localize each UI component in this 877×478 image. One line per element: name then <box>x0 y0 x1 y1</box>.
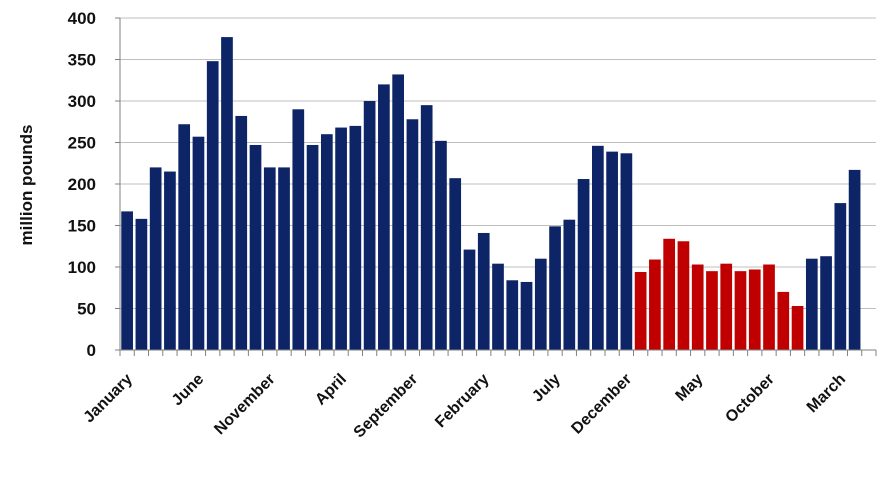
bar <box>335 127 347 350</box>
bar <box>620 153 633 350</box>
bar <box>378 84 390 351</box>
bar <box>192 136 205 350</box>
y-tick-label: 100 <box>68 258 96 277</box>
bar <box>663 238 676 350</box>
bar <box>534 258 547 350</box>
bar <box>506 280 519 350</box>
bar <box>420 105 433 351</box>
x-tick-label: December <box>568 371 635 438</box>
bar <box>748 269 761 350</box>
x-tick-label: May <box>672 371 706 405</box>
bar <box>292 109 305 350</box>
axes <box>115 17 877 356</box>
x-tick-label: November <box>211 371 278 438</box>
bar <box>834 203 847 350</box>
y-tick-label: 350 <box>68 51 96 70</box>
x-tick-label: June <box>169 371 207 409</box>
bar <box>520 281 533 350</box>
bar <box>592 145 604 350</box>
bar <box>577 179 590 350</box>
bar <box>720 263 733 350</box>
x-tick-label: October <box>722 371 777 426</box>
bar <box>206 61 219 350</box>
bar <box>820 256 832 350</box>
y-tick-label: 50 <box>77 300 96 319</box>
bar <box>164 171 176 350</box>
bar <box>649 259 661 350</box>
x-tick-label: January <box>81 371 136 426</box>
bar <box>791 306 804 350</box>
y-tick-label: 300 <box>68 92 96 111</box>
bar <box>449 178 462 350</box>
bar <box>235 115 248 350</box>
bar <box>249 144 262 350</box>
bar <box>763 264 775 350</box>
y-axis-label: million pounds <box>17 125 36 246</box>
bar <box>363 101 376 350</box>
bar <box>278 167 290 350</box>
bar <box>406 119 419 350</box>
bar <box>848 169 861 350</box>
bar <box>178 124 191 351</box>
bar <box>121 211 133 350</box>
bar <box>677 241 690 350</box>
bar <box>349 125 362 351</box>
x-tick-labels: January June November April September Februar… <box>81 371 850 442</box>
x-tick-label: February <box>432 371 493 432</box>
bar <box>392 74 404 350</box>
bars <box>121 37 861 351</box>
bar <box>463 249 476 350</box>
y-tick-label: 0 <box>87 341 96 360</box>
bar <box>492 263 504 350</box>
y-tick-label: 150 <box>68 217 96 236</box>
bar <box>135 218 148 350</box>
bar <box>320 134 333 350</box>
x-tick-label: March <box>804 371 849 416</box>
bar <box>549 226 561 350</box>
bar <box>306 144 319 350</box>
bar <box>149 167 162 350</box>
bar <box>563 219 576 350</box>
bar <box>263 167 276 350</box>
bar <box>606 151 618 350</box>
bar <box>805 258 818 350</box>
y-tick-labels: 0 50 100 150 200 250 300 350 400 <box>68 9 96 360</box>
y-tick-label: 400 <box>68 9 96 28</box>
bar <box>691 264 704 350</box>
bar <box>706 271 718 350</box>
bar <box>435 140 447 350</box>
y-tick-label: 250 <box>68 134 96 153</box>
bar <box>777 291 790 350</box>
bar <box>634 271 647 350</box>
bar <box>221 37 233 351</box>
y-tick-label: 200 <box>68 175 96 194</box>
x-tick-label: September <box>351 371 422 442</box>
x-tick-label: April <box>312 371 350 409</box>
bar <box>734 271 747 350</box>
bar <box>477 232 490 350</box>
x-tick-label: July <box>529 371 564 406</box>
